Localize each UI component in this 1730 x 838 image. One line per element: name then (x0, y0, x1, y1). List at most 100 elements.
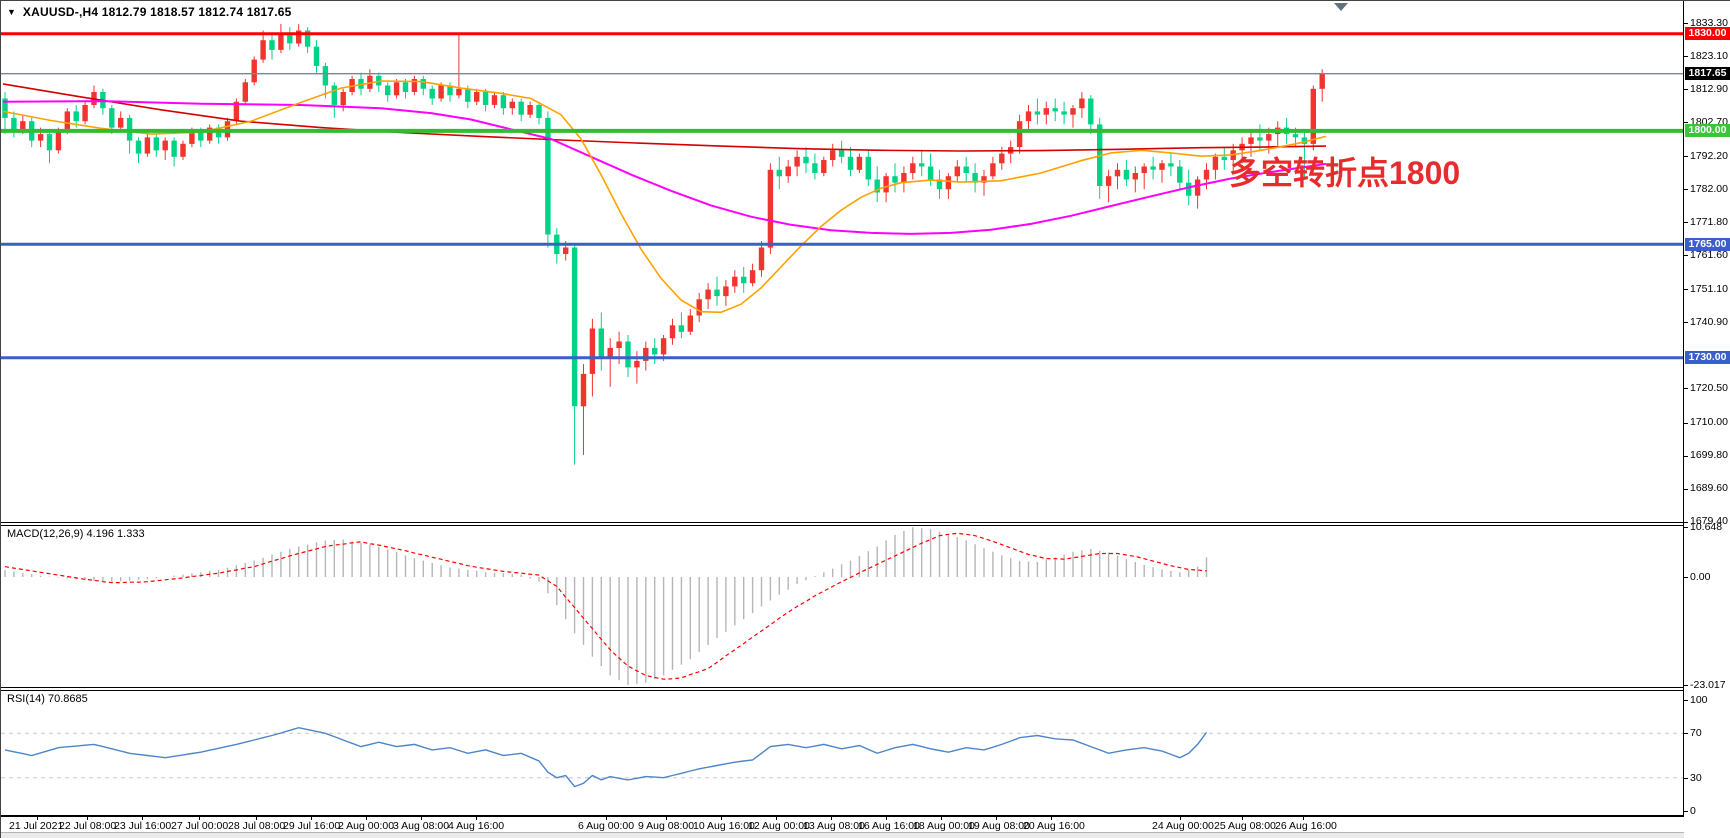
candle-body (1212, 156, 1219, 170)
time-axis-label: 3 Aug 08:00 (393, 820, 450, 832)
candle-body (313, 46, 320, 66)
candle-body (749, 270, 756, 284)
candle-body (741, 276, 747, 284)
main-chart-canvas[interactable] (1, 1, 1683, 522)
candle-body (322, 66, 329, 86)
price-axis-line (1683, 1, 1684, 817)
price-tick-mark (1684, 222, 1688, 224)
candle-body (660, 338, 667, 355)
time-axis-label: 19 Aug 08:00 (968, 820, 1030, 832)
chart-title: ▼ XAUUSD-,H4 1812.79 1818.57 1812.74 181… (7, 5, 292, 19)
time-tick-mark (1051, 817, 1052, 820)
price-tick-mark (1684, 455, 1688, 457)
bottom-strip (1, 832, 1730, 838)
chart-annotation-text[interactable]: 多空转折点1800 (1229, 155, 1461, 191)
panel-separator-main-macd[interactable] (1, 522, 1683, 526)
candle-body (589, 328, 596, 374)
chart-shift-marker-icon[interactable] (1334, 3, 1348, 11)
candle-body (545, 117, 551, 235)
candle-body (687, 315, 693, 332)
candle-body (465, 88, 471, 102)
candle-body (927, 166, 934, 180)
time-axis-label: 25 Aug 08:00 (1214, 820, 1276, 832)
candle-body (491, 95, 498, 105)
symbol-dropdown-icon[interactable]: ▼ (7, 7, 16, 17)
candle-body (331, 85, 337, 105)
candle-body (144, 137, 151, 154)
candle-body (207, 127, 213, 141)
time-tick-mark (199, 817, 200, 820)
candle-body (936, 179, 943, 190)
price-tick-mark (1684, 56, 1688, 57)
candle-body (856, 156, 863, 170)
candle-body (536, 105, 542, 118)
candle-body (1052, 108, 1058, 112)
candle-body (669, 325, 676, 339)
price-tick-mark (1684, 422, 1688, 424)
candle-body (652, 347, 658, 355)
candle-body (838, 150, 845, 157)
time-tick-mark (1242, 817, 1243, 820)
candle-body (411, 79, 418, 92)
time-tick-mark (886, 817, 887, 820)
candle-body (55, 130, 62, 151)
candle-body (1061, 111, 1067, 115)
candle-body (1310, 88, 1316, 144)
candle-body (527, 105, 533, 115)
panel-separator-rsi-timeaxis (1, 815, 1683, 817)
panel-separator-macd-rsi[interactable] (1, 687, 1683, 691)
price-tick-label: 1740.90 (1690, 315, 1728, 328)
candle-body (171, 140, 177, 157)
candle-body (1194, 179, 1201, 196)
price-tick-mark (1684, 521, 1688, 523)
price-tick-mark (1684, 289, 1688, 291)
macd-panel-canvas[interactable] (1, 526, 1683, 687)
candle-body (429, 88, 435, 99)
candle-body (723, 286, 729, 297)
time-axis-label: 24 Aug 00:00 (1152, 820, 1214, 832)
time-axis[interactable]: 21 Jul 2021 22 Jul 08:00 23 Jul 16:00 27 Ju… (1, 817, 1683, 832)
time-axis-label: 22 Jul 08:00 (59, 820, 117, 832)
rsi-scale-70: 70 (1690, 727, 1702, 739)
candle-body (420, 79, 426, 89)
price-tick-label: 1812.90 (1690, 82, 1728, 95)
time-tick-mark (606, 817, 607, 820)
price-axis[interactable]: 10.648 0.00 -23.017 100 70 30 0 1833.30 1… (1684, 1, 1730, 838)
macd-scale-zero: 0.00 (1690, 571, 1711, 583)
candle-body (714, 289, 720, 297)
candle-body (260, 40, 266, 60)
candle-body (705, 289, 711, 300)
time-tick-mark (831, 817, 832, 820)
candle-body (981, 176, 987, 183)
candle-body (563, 247, 569, 254)
time-axis-label: 13 Aug 08:00 (803, 820, 865, 832)
candle-body (1034, 111, 1041, 115)
macd-indicator-label: MACD(12,26,9) 4.196 1.333 (7, 528, 145, 540)
rsi-scale-tick (1684, 811, 1688, 812)
candle-body (1150, 166, 1156, 170)
time-tick-mark (721, 817, 722, 820)
price-tick-label: 1710.00 (1690, 416, 1728, 428)
rsi-panel-canvas[interactable] (1, 691, 1683, 815)
price-tick-label: 1833.30 (1690, 16, 1728, 29)
candle-body (616, 341, 622, 348)
price-tick-label: 1751.10 (1690, 282, 1728, 295)
time-axis-label: 20 Aug 16:00 (1023, 820, 1085, 832)
candle-body (678, 325, 685, 332)
candle-body (109, 108, 115, 128)
rsi-scale-100: 100 (1690, 694, 1708, 706)
candle-body (1159, 163, 1165, 170)
candle-body (233, 101, 240, 122)
candle-body (634, 360, 640, 368)
candle-body (1248, 137, 1254, 144)
candle-body (518, 101, 524, 115)
candle-body (1043, 108, 1049, 115)
rsi-indicator-label: RSI(14) 70.8685 (7, 693, 88, 705)
ma-medium-magenta (2, 100, 1327, 235)
candle-body (82, 105, 88, 122)
time-tick-mark (776, 817, 777, 820)
candle-body (278, 33, 284, 50)
candle-body (963, 166, 969, 173)
ma-slow-red (2, 83, 1327, 152)
